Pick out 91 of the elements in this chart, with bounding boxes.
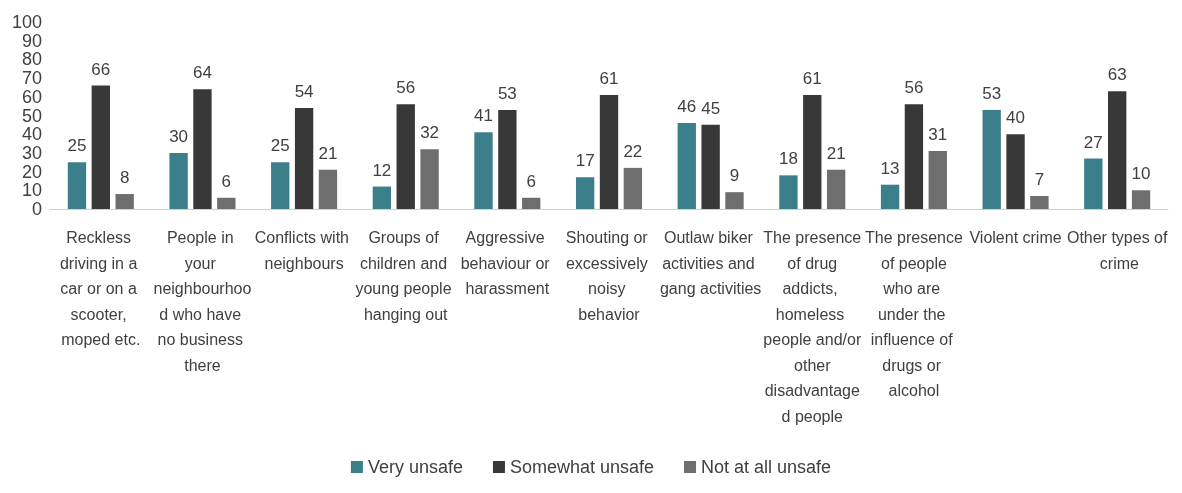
data-label: 45	[701, 98, 721, 118]
data-label: 25	[67, 136, 87, 156]
bar	[420, 149, 439, 209]
bar	[372, 186, 392, 209]
x-tick-label: Conflicts with neighbours	[254, 229, 354, 272]
data-label: 32	[420, 123, 440, 143]
data-label: 22	[623, 141, 643, 161]
bar	[115, 194, 134, 209]
data-label: 63	[1107, 65, 1127, 85]
y-tick-label: 70	[21, 68, 42, 89]
data-label: 61	[599, 68, 619, 88]
x-tick-label: Outlaw biker activities and gang activities	[659, 229, 762, 298]
data-label: 21	[318, 143, 338, 163]
bar	[169, 152, 188, 209]
data-label: 12	[372, 160, 392, 180]
data-label: 56	[904, 78, 924, 98]
bar	[318, 169, 338, 209]
y-tick-label: 0	[31, 199, 42, 219]
bar	[623, 167, 643, 209]
data-label: 25	[270, 136, 290, 156]
y-tick-label: 10	[21, 180, 42, 201]
x-tick-label: Other types of crime	[1066, 229, 1168, 272]
data-label: 6	[526, 171, 536, 191]
bar	[522, 197, 541, 209]
data-label: 40	[1006, 108, 1026, 128]
bar	[677, 122, 696, 209]
y-tick-label: 30	[21, 142, 42, 163]
bar	[193, 89, 212, 209]
bar	[880, 184, 900, 209]
x-tick-label: People in your neighbourhood who have no business there	[153, 229, 252, 374]
bar	[217, 197, 236, 209]
bar	[779, 175, 798, 209]
bar	[904, 104, 924, 209]
y-tick-label: 90	[21, 30, 42, 51]
data-label: 10	[1131, 164, 1151, 184]
data-label: 6	[221, 171, 232, 191]
data-label: 46	[677, 96, 697, 116]
x-tick-label: Reckless driving in a car or on a scooter, moped etc.	[59, 229, 142, 349]
y-tick-label: 40	[21, 124, 42, 145]
data-label: 54	[294, 82, 314, 102]
data-label: 53	[982, 83, 1002, 103]
bar	[575, 177, 595, 209]
legend-label: Somewhat unsafe	[509, 457, 655, 477]
data-label: 66	[91, 59, 111, 79]
data-label: 8	[119, 168, 130, 188]
data-label: 21	[826, 143, 846, 163]
bar	[701, 124, 720, 209]
x-tick-label: Shouting or excessively noisy behavior	[565, 229, 653, 323]
data-label: 56	[396, 78, 416, 98]
bar	[725, 192, 744, 209]
y-tick-label: 60	[21, 86, 42, 107]
bar	[474, 132, 493, 209]
data-label: 7	[1034, 169, 1045, 189]
bar	[91, 85, 110, 209]
x-tick-label: The presence of drug addicts, homeless people and/or other disadvantaged people	[763, 229, 862, 425]
bar	[982, 109, 1001, 209]
bar	[1108, 91, 1127, 209]
bar	[599, 94, 619, 209]
data-label: 17	[575, 151, 595, 171]
bar	[1131, 190, 1151, 209]
legend-label: Not at all unsafe	[701, 457, 832, 477]
data-label: 31	[928, 125, 948, 145]
data-label: 41	[474, 106, 493, 126]
bar	[1030, 195, 1049, 209]
x-tick-label: Violent crime	[969, 229, 1062, 247]
bar	[67, 162, 87, 209]
bar	[803, 94, 822, 209]
data-label: 13	[880, 158, 900, 178]
bar	[928, 151, 947, 209]
data-label: 18	[778, 149, 798, 169]
data-label: 27	[1083, 132, 1103, 152]
bar	[1084, 158, 1103, 209]
bar	[498, 109, 517, 209]
y-tick-label: 80	[21, 49, 42, 70]
data-label: 61	[802, 68, 822, 88]
data-label: 30	[169, 126, 189, 146]
x-tick-label: Aggressive behaviour or harassment	[460, 229, 555, 298]
bar	[396, 104, 415, 209]
bar	[271, 162, 290, 209]
y-tick-label: 20	[21, 161, 42, 182]
y-tick-label: 50	[21, 105, 42, 126]
legend-label: Very unsafe	[367, 457, 463, 477]
x-tick-label: Groups of children and young people hanging out	[355, 229, 456, 323]
data-label: 9	[729, 166, 740, 186]
data-label: 64	[192, 63, 212, 83]
x-tick-label: The presence of people who are under the influence of drugs or alcohol	[864, 229, 963, 400]
bar	[294, 108, 314, 209]
bar	[826, 169, 846, 209]
y-tick-label: 100	[11, 12, 42, 32]
data-label: 53	[497, 83, 517, 103]
bar	[1006, 134, 1025, 209]
